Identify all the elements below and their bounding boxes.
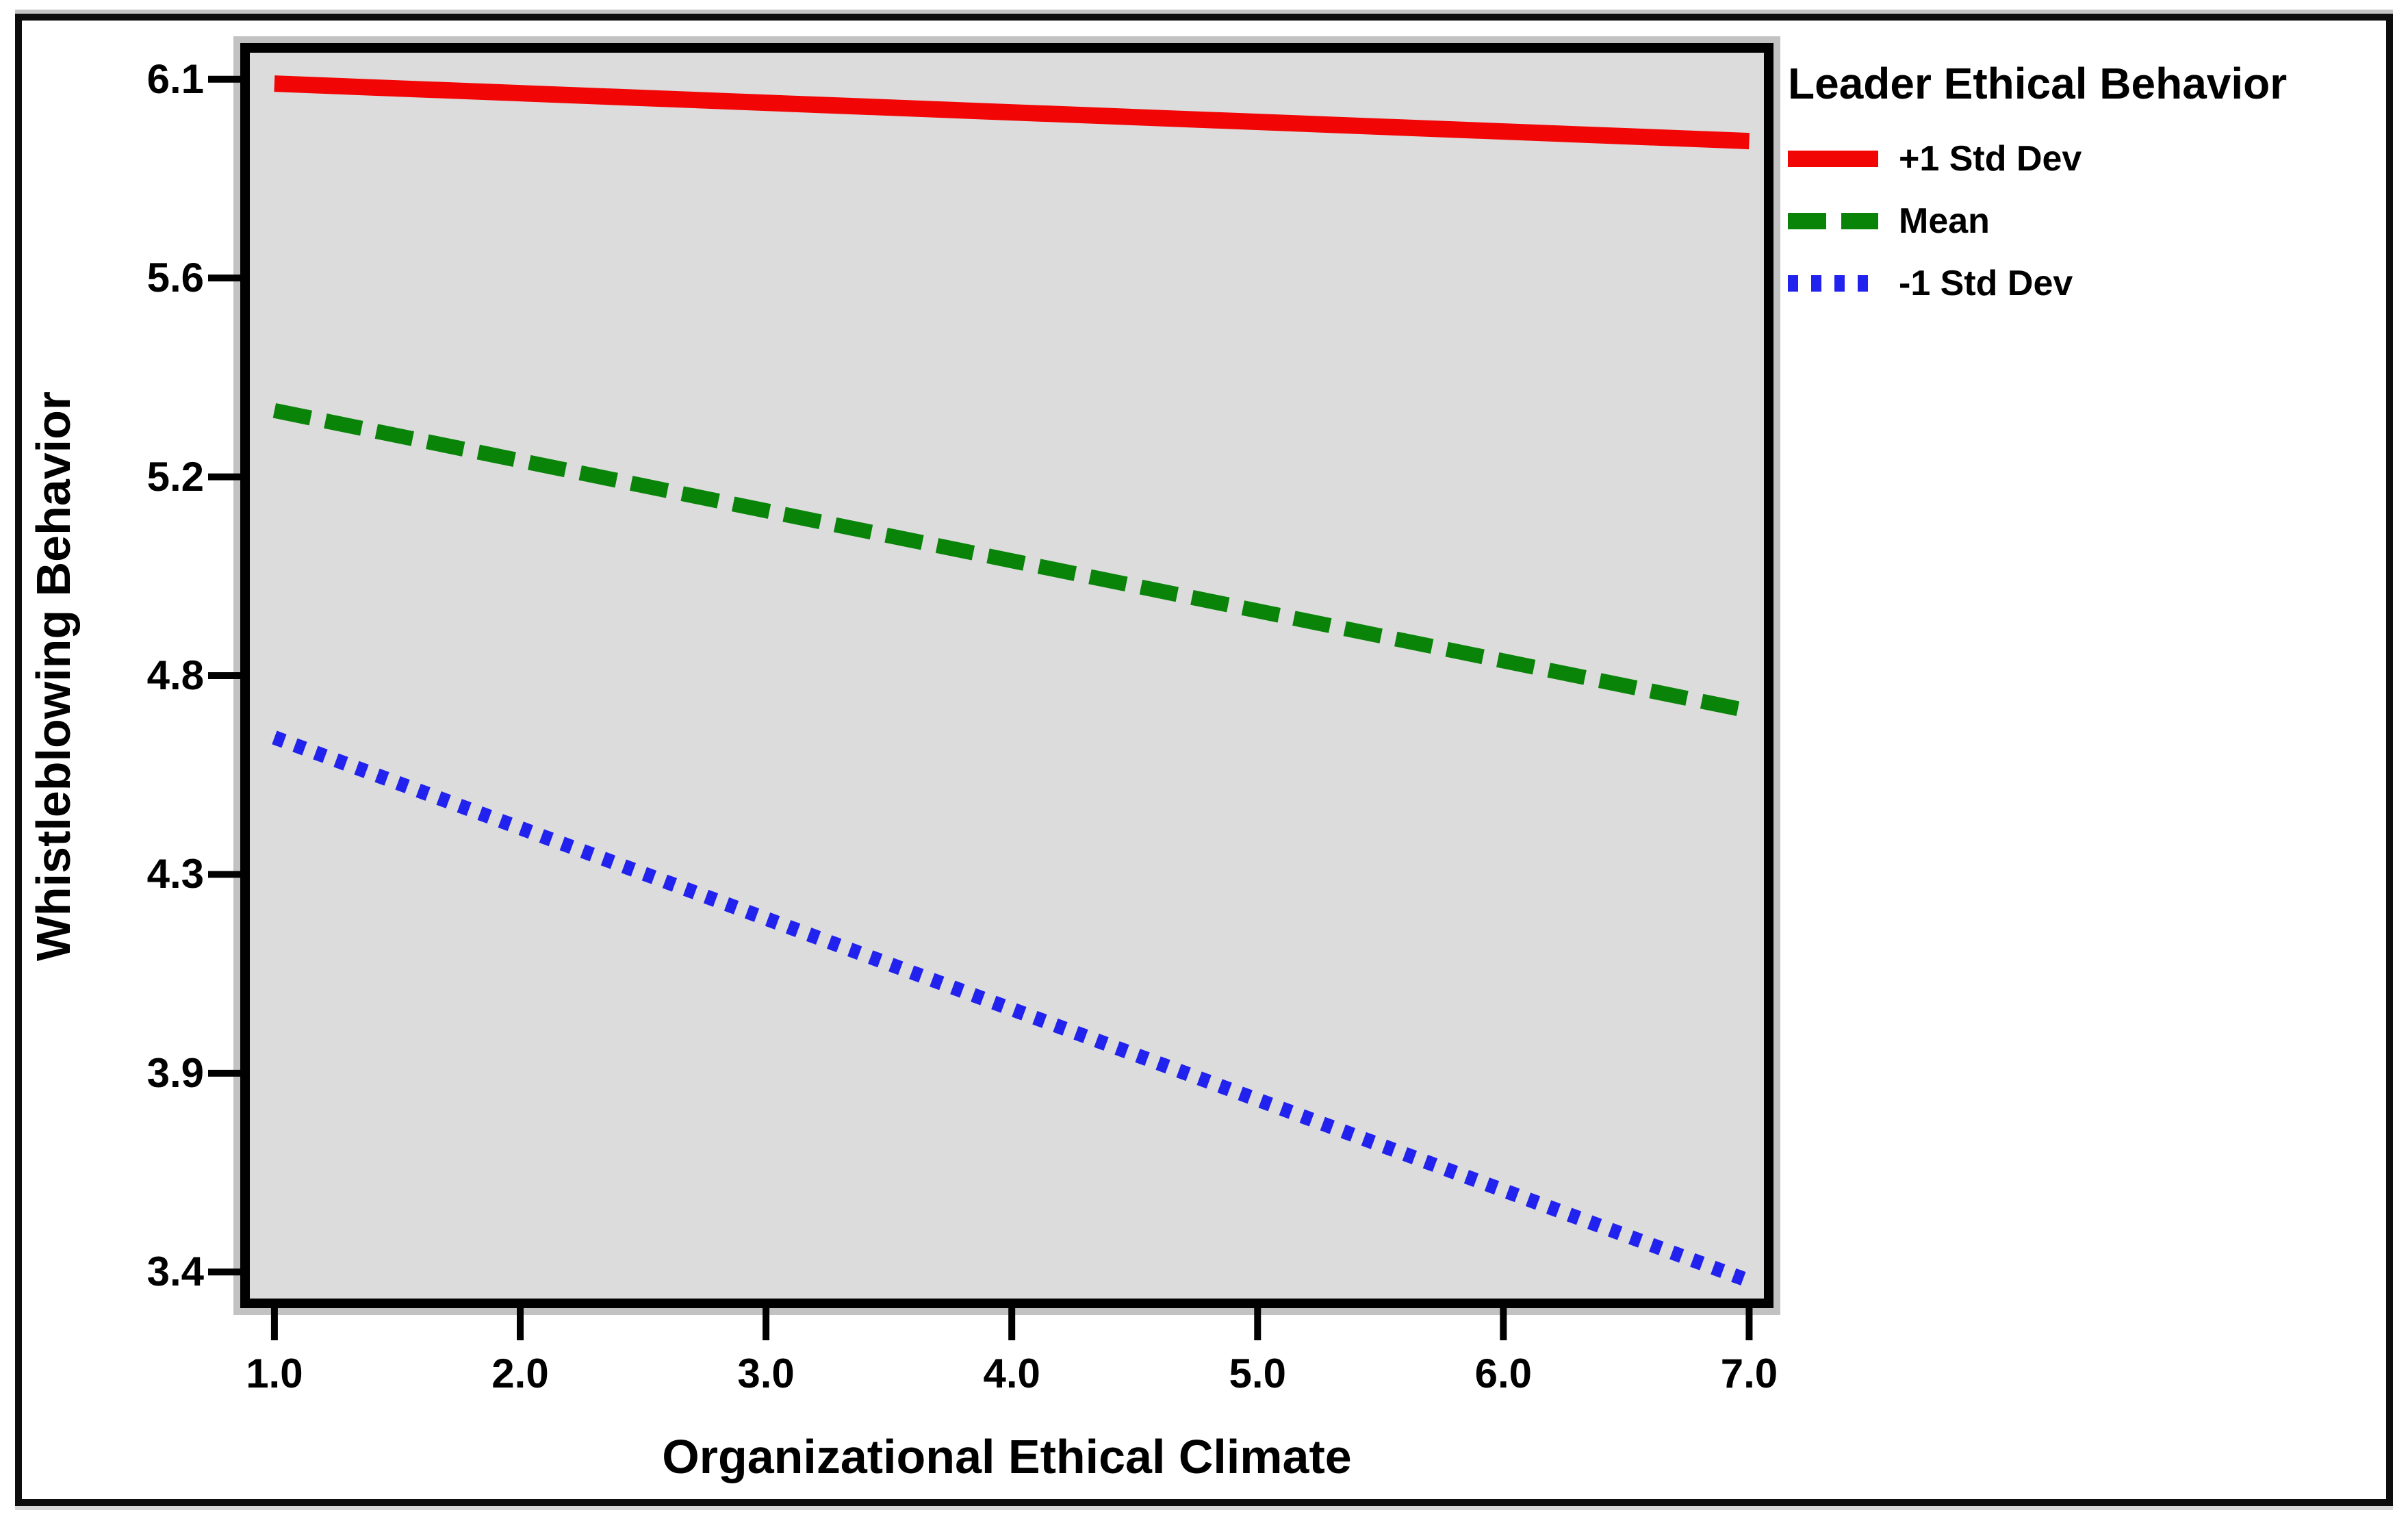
series-line-mean xyxy=(272,402,1751,719)
plot-background xyxy=(240,43,1773,1308)
x-tick-label: 4.0 xyxy=(983,1351,1040,1396)
y-tick-label: 5.6 xyxy=(146,255,204,301)
legend-label: Mean xyxy=(1899,201,1990,241)
x-axis-title: Organizational Ethical Climate xyxy=(662,1430,1352,1483)
y-tick-label: 4.8 xyxy=(146,652,204,698)
x-tick-label: 7.0 xyxy=(1720,1351,1778,1396)
x-tick-label: 5.0 xyxy=(1229,1351,1286,1396)
legend: Leader Ethical Behavior +1 Std Dev Mean … xyxy=(1788,57,2404,314)
y-axis-title: Whistleblowing Behavior xyxy=(27,391,80,962)
x-tick-label: 6.0 xyxy=(1474,1351,1533,1396)
legend-label: +1 Std Dev xyxy=(1899,138,2082,179)
legend-item-mean: Mean xyxy=(1788,190,2404,252)
dashed-line-swatch-icon xyxy=(1788,212,1878,229)
y-tick-label: 3.9 xyxy=(146,1049,204,1096)
y-tick-label: 6.1 xyxy=(146,55,204,102)
y-tick-label: 3.4 xyxy=(146,1249,204,1295)
legend-title: Leader Ethical Behavior xyxy=(1788,59,2288,108)
x-tick-label: 2.0 xyxy=(491,1351,549,1396)
dotted-line-swatch-icon xyxy=(1788,274,1878,292)
y-tick-label: 5.2 xyxy=(146,453,204,500)
y-tick-label: 4.3 xyxy=(146,851,204,897)
legend-item-minus-1-std-dev: -1 Std Dev xyxy=(1788,252,2404,314)
legend-label: -1 Std Dev xyxy=(1899,263,2073,303)
x-tick-label: 3.0 xyxy=(737,1351,795,1396)
series-line-plus-1-std-dev xyxy=(274,75,1750,150)
x-tick-label: 1.0 xyxy=(246,1351,303,1396)
solid-line-swatch-icon xyxy=(1788,150,1878,167)
legend-items: +1 Std Dev Mean -1 Std Dev xyxy=(1788,127,2404,314)
legend-item-plus-1-std-dev: +1 Std Dev xyxy=(1788,127,2404,190)
